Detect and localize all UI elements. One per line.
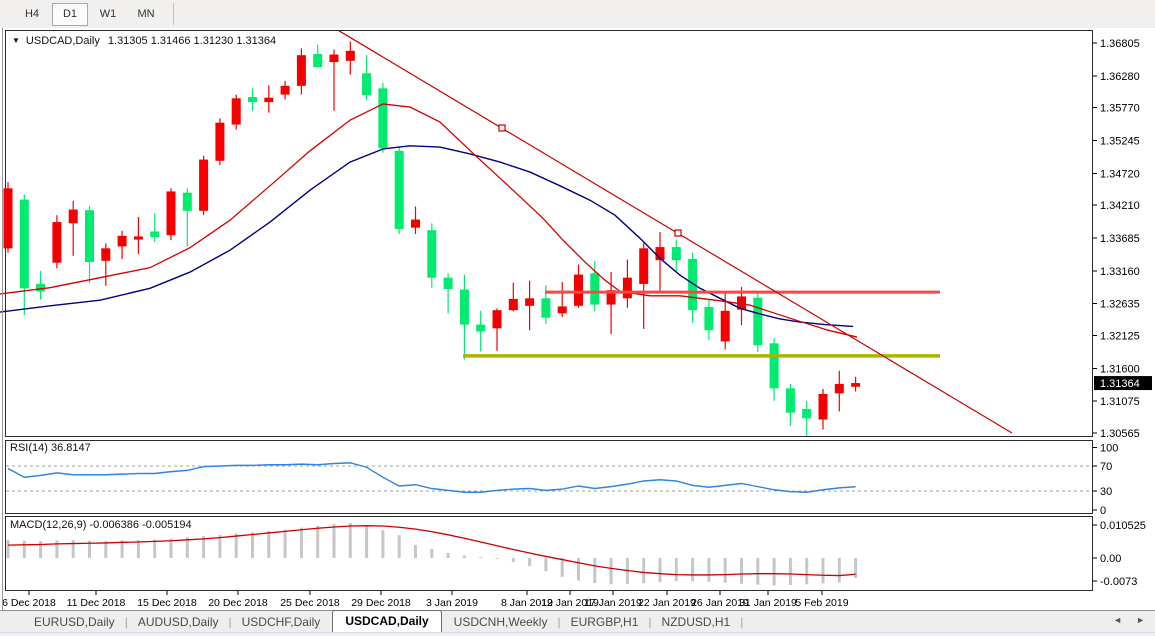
tab-usdchf-daily[interactable]: USDCHF,Daily <box>241 615 321 629</box>
timeframe-button-d1[interactable]: D1 <box>52 2 88 26</box>
svg-text:1.33160: 1.33160 <box>1100 266 1140 278</box>
svg-text:1.31075: 1.31075 <box>1100 396 1140 408</box>
svg-text:22 Jan 2019: 22 Jan 2019 <box>638 597 696 609</box>
svg-text:12 Jan 2019: 12 Jan 2019 <box>541 597 599 609</box>
tab-scroll-controls: ◄ ► <box>1113 615 1145 625</box>
svg-text:31 Jan 2019: 31 Jan 2019 <box>739 597 797 609</box>
tab-eurgbp-h1[interactable]: EURGBP,H1 <box>570 615 639 629</box>
rsi-value: 36.8147 <box>50 442 91 454</box>
svg-text:17 Jan 2019: 17 Jan 2019 <box>584 597 642 609</box>
svg-text:1.34210: 1.34210 <box>1100 200 1140 212</box>
svg-text:1.35245: 1.35245 <box>1100 136 1140 148</box>
bottom-strip <box>0 632 1155 636</box>
svg-text:0.00: 0.00 <box>1100 553 1121 565</box>
tab-scroll-right-icon[interactable]: ► <box>1136 615 1145 625</box>
svg-text:100: 100 <box>1100 442 1118 454</box>
svg-text:70: 70 <box>1100 461 1112 473</box>
macd-indicator-label: MACD(12,26,9) -0.006386 -0.005194 <box>10 519 192 531</box>
svg-text:1.32635: 1.32635 <box>1100 299 1140 311</box>
svg-text:0.010525: 0.010525 <box>1100 520 1146 532</box>
toolbar-separator <box>173 3 174 25</box>
tab-nzdusd-h1[interactable]: NZDUSD,H1 <box>661 615 731 629</box>
svg-text:1.35770: 1.35770 <box>1100 103 1140 115</box>
svg-text:1.36805: 1.36805 <box>1100 38 1140 50</box>
timeframe-toolbar: H4 D1 W1 MN <box>0 0 1155 29</box>
svg-text:1.36280: 1.36280 <box>1100 71 1140 83</box>
window-left-edge <box>2 28 3 610</box>
macd-name: MACD(12,26,9) <box>10 519 87 531</box>
svg-text:1.31364: 1.31364 <box>1100 378 1140 390</box>
chart-tab-bar: EURUSD,Daily | AUDUSD,Daily | USDCHF,Daily… <box>0 610 1155 632</box>
rsi-name: RSI(14) <box>10 442 48 454</box>
svg-text:20 Dec 2018: 20 Dec 2018 <box>208 597 268 609</box>
svg-text:15 Dec 2018: 15 Dec 2018 <box>137 597 197 609</box>
tab-separator: | <box>648 615 652 629</box>
svg-text:29 Dec 2018: 29 Dec 2018 <box>351 597 411 609</box>
svg-text:11 Dec 2018: 11 Dec 2018 <box>67 597 126 609</box>
svg-text:26 Jan 2019: 26 Jan 2019 <box>691 597 749 609</box>
chart-symbol-label: USDCAD,Daily <box>25 35 100 47</box>
svg-text:25 Dec 2018: 25 Dec 2018 <box>280 597 340 609</box>
symbol-menu-icon[interactable]: ▼ <box>12 36 20 45</box>
tab-separator: | <box>557 615 561 629</box>
tab-usdcnh-weekly[interactable]: USDCNH,Weekly <box>453 615 548 629</box>
svg-text:1.34720: 1.34720 <box>1100 168 1140 180</box>
tab-eurusd-daily[interactable]: EURUSD,Daily <box>34 615 115 629</box>
svg-text:-0.0073: -0.0073 <box>1100 576 1137 588</box>
timeframe-button-w1[interactable]: W1 <box>99 7 117 20</box>
macd-values: -0.006386 -0.005194 <box>89 519 192 531</box>
svg-text:0: 0 <box>1100 505 1106 517</box>
timeframe-button-h4[interactable]: H4 <box>24 7 40 20</box>
tab-separator: | <box>740 615 744 629</box>
svg-text:6 Dec 2018: 6 Dec 2018 <box>2 597 56 609</box>
chart-canvas[interactable]: 1.36805 1.36280 1.35770 1.35245 1.34720 1.342… <box>0 28 1155 610</box>
ohlc-values: 1.31305 1.31466 1.31230 1.31364 <box>107 35 277 47</box>
svg-text:8 Jan 2019: 8 Jan 2019 <box>501 597 553 609</box>
timeframe-button-mn[interactable]: MN <box>137 7 155 20</box>
tab-usdcad-daily[interactable]: USDCAD,Daily <box>332 610 442 632</box>
svg-text:3 Jan 2019: 3 Jan 2019 <box>426 597 478 609</box>
svg-text:1.31600: 1.31600 <box>1100 363 1140 375</box>
tab-separator: | <box>228 615 232 629</box>
chart-title: ▼ USDCAD,Daily 1.31305 1.31466 1.31230 1.3… <box>12 35 276 47</box>
candlestick-chart[interactable]: 1.36805 1.36280 1.35770 1.35245 1.34720 1.342… <box>0 28 1155 610</box>
svg-text:1.33685: 1.33685 <box>1100 233 1140 245</box>
rsi-indicator-label: RSI(14) 36.8147 <box>10 442 91 454</box>
svg-text:30: 30 <box>1100 486 1112 498</box>
tab-separator: | <box>124 615 128 629</box>
tab-audusd-daily[interactable]: AUDUSD,Daily <box>137 615 219 629</box>
svg-text:1.32125: 1.32125 <box>1100 331 1140 343</box>
svg-text:1.30565: 1.30565 <box>1100 428 1140 440</box>
tab-scroll-left-icon[interactable]: ◄ <box>1113 615 1123 625</box>
svg-text:5 Feb 2019: 5 Feb 2019 <box>795 597 848 609</box>
